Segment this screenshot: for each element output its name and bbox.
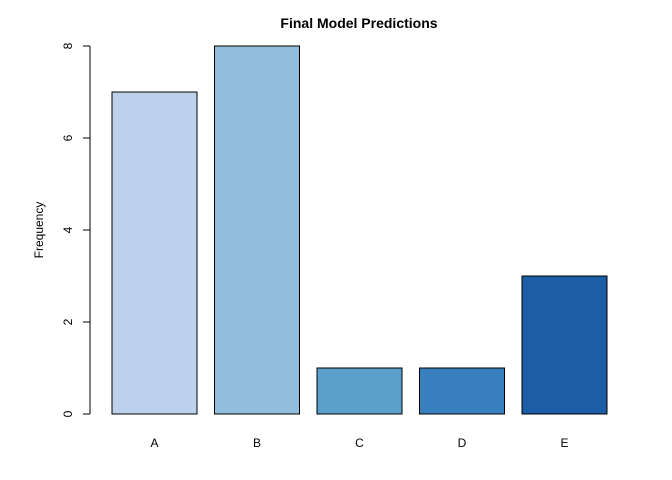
bar-c [316, 367, 403, 415]
x-axis-labels: A B C D E [150, 436, 568, 450]
y-tick-label: 2 [61, 318, 75, 325]
y-axis-label: Frequency [32, 202, 46, 259]
y-tick-label: 0 [61, 410, 75, 417]
y-tick-label: 6 [61, 134, 75, 141]
bar-e [521, 275, 608, 415]
x-tick-label-d: D [458, 436, 467, 450]
bar-a [111, 91, 198, 415]
x-tick-label-a: A [150, 436, 158, 450]
x-tick-label-b: B [253, 436, 261, 450]
y-tick-label: 8 [61, 42, 75, 49]
x-tick-label-e: E [560, 436, 568, 450]
bar-d [419, 367, 505, 415]
y-axis: 0 2 4 6 8 [61, 42, 91, 417]
chart-title: Final Model Predictions [280, 15, 437, 31]
bars [111, 45, 608, 415]
y-tick-label: 4 [61, 226, 75, 233]
x-tick-label-c: C [355, 436, 364, 450]
bar-b [214, 45, 300, 415]
